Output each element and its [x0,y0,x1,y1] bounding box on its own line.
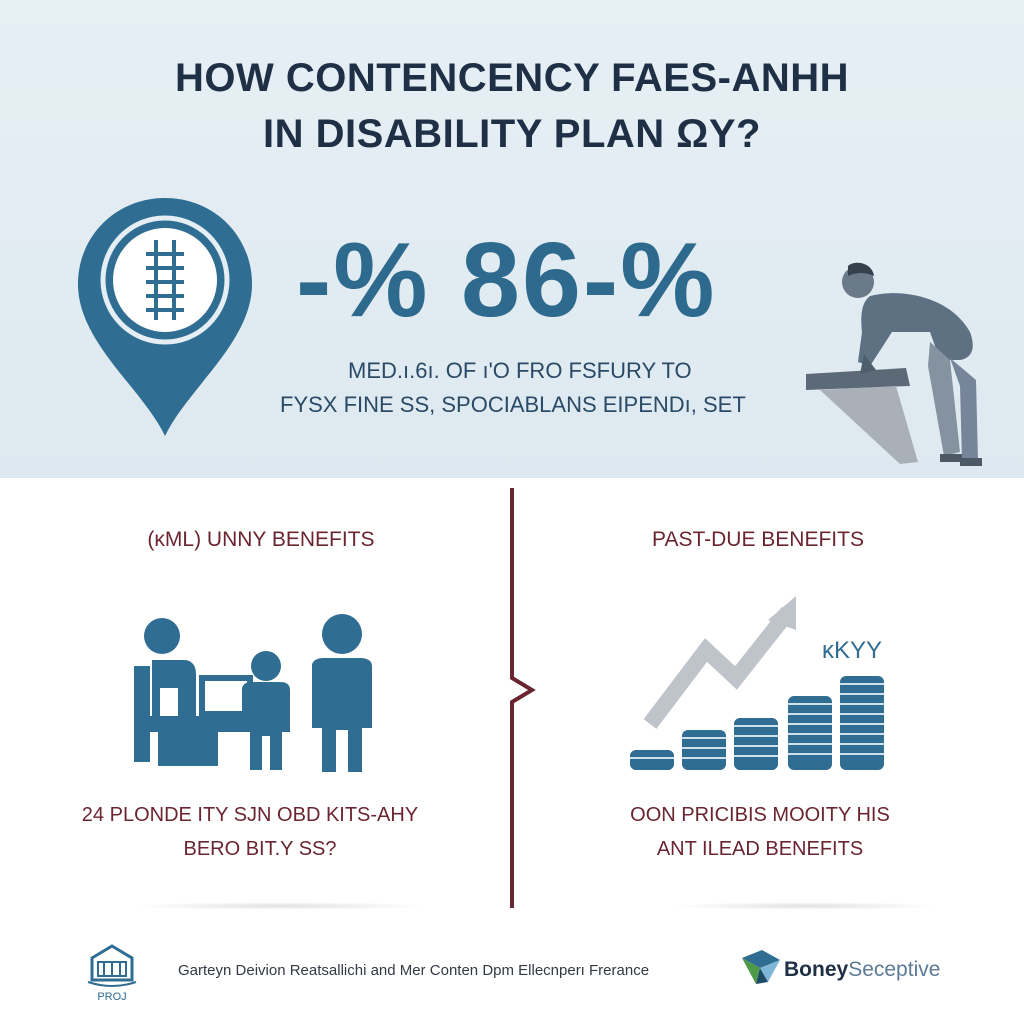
right-column-heading: PAST-DUE BENEFITS [652,528,864,551]
person-at-desk-icon [806,262,982,466]
location-pin-money-icon [78,198,252,436]
project-logo-icon: PROJ [87,944,137,1003]
chart-label: ĸKYY [822,637,882,664]
right-column-text-line-2: ANT ILEAD BENEFITS [656,838,864,860]
left-column-text-line-2: BERO BIT.Y SS? [183,838,337,860]
headline-line-2: IN DISABILITY PLAN ΩY? [263,112,761,156]
right-column-shadow [670,902,940,910]
left-column-shadow [130,902,430,910]
brand-logo-icon [742,950,780,984]
brand-bold: Boney [784,958,849,981]
right-column-text-line-1: OON PRICIBIS MOOITY HIS [630,804,890,826]
footer-text: Garteyn Deivion Reatsallichi and Mer Con… [178,962,650,979]
project-logo-caption: PROJ [97,991,126,1003]
coin-stacks [630,676,884,770]
stat-caption-line-2: FYSX FINE SS, SPOCIABLANS EIPENDı, SET [280,392,746,417]
column-divider [510,488,536,908]
big-stat-value: -% 86-% [296,221,717,339]
coin-stack-growth-icon: ĸKYY [630,596,884,770]
brand-light: Seceptive [848,958,941,981]
footer-brand: BoneySeceptive [784,958,940,982]
stat-caption-line-1: MED.ı.6ı. OF ı'O FRO FSFURY TO [348,358,692,383]
left-column-heading: (ĸΜL) UNNY BENEFITS [147,528,375,551]
family-icon [134,614,372,772]
left-column-text-line-1: 24 PLONDE ITY SJN OBD KITS-AHY [81,804,419,826]
headline-line-1: HOW CONTENCENCY FAES-ANHH [174,56,849,100]
